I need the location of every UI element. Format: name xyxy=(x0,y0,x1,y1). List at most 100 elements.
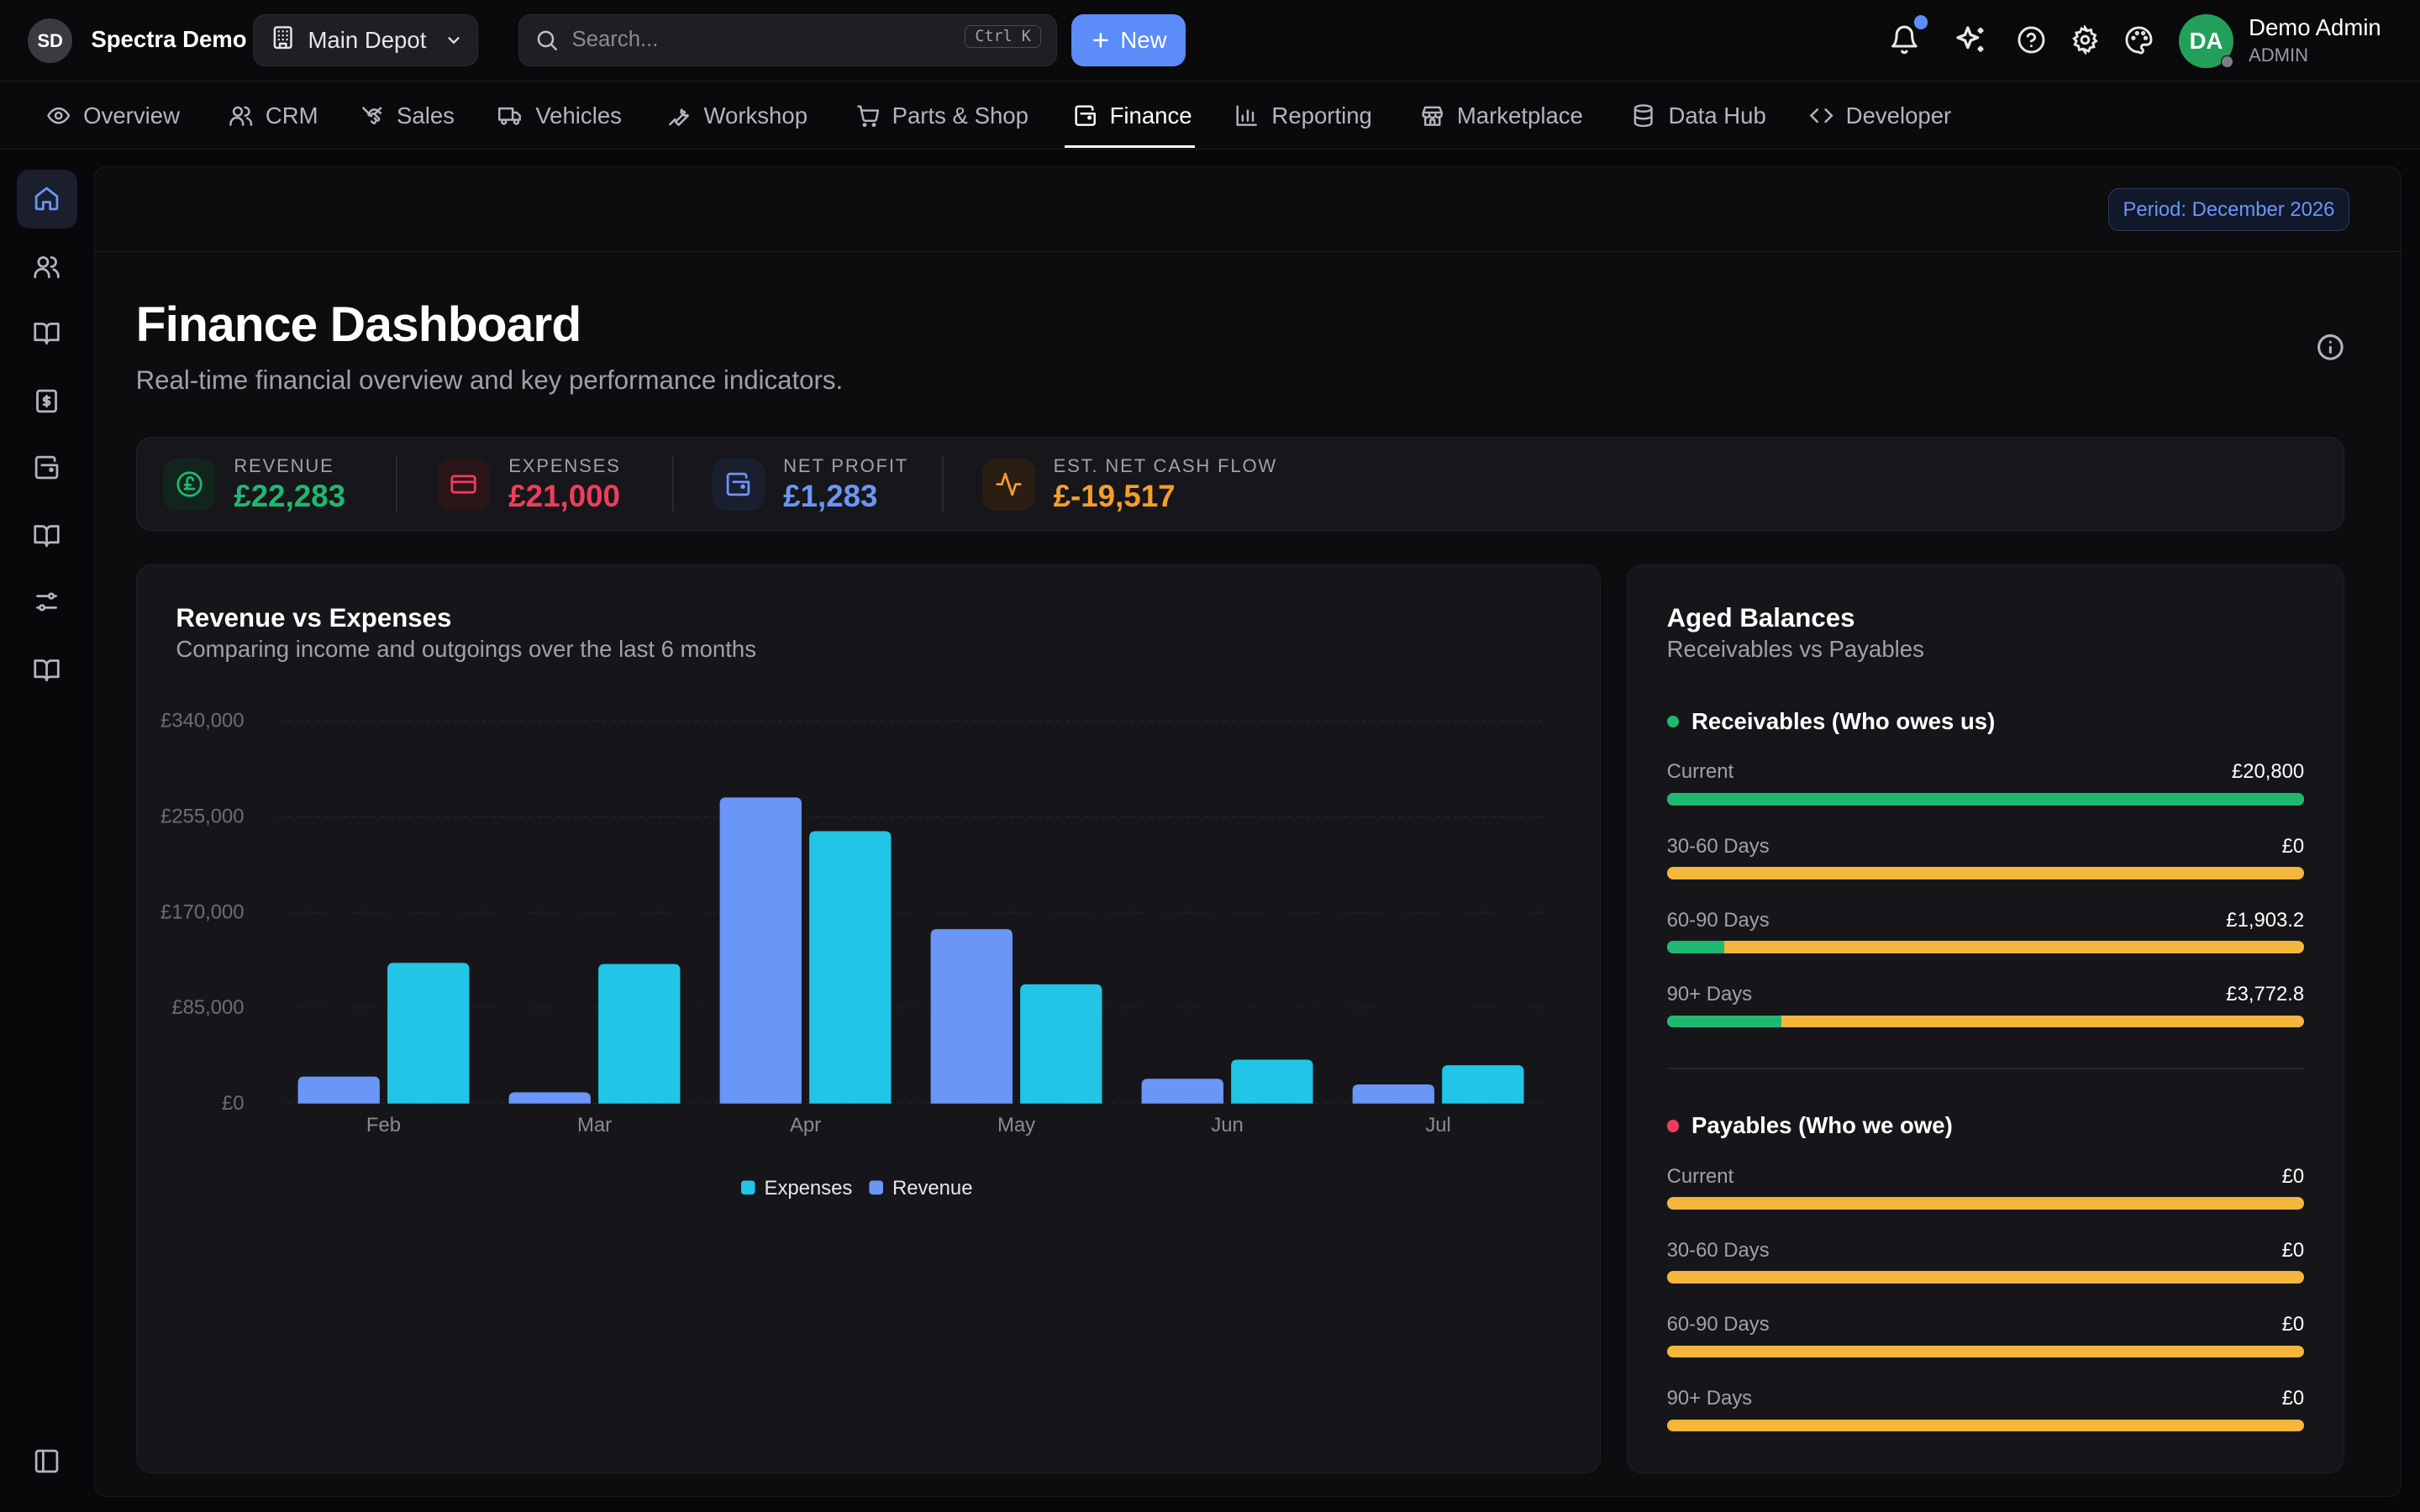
nav-label: Sales xyxy=(397,102,455,129)
aged-progress-bar xyxy=(1666,793,2305,806)
bar-revenue-feb xyxy=(297,1076,380,1104)
nav-label: Workshop xyxy=(703,102,808,129)
sidebar-item-invoices[interactable] xyxy=(17,372,77,431)
top-bar: SD Spectra Demo Main Depot Ctrl K New xyxy=(0,0,2420,82)
card-title: Revenue vs Expenses xyxy=(176,603,452,633)
book-open-icon xyxy=(33,522,60,549)
sidebar-item-docs[interactable] xyxy=(17,640,77,699)
nav-label: Marketplace xyxy=(1456,102,1583,129)
sidebar-item-wallet[interactable] xyxy=(17,438,77,497)
nav-label: Developer xyxy=(1845,102,1952,129)
nav-label: Reporting xyxy=(1271,102,1372,129)
y-tick-label: £170,000 xyxy=(160,900,245,923)
sparkles-icon[interactable] xyxy=(1952,22,1989,59)
bar-revenue-mar xyxy=(508,1091,591,1104)
bell-icon[interactable] xyxy=(1886,22,1923,59)
main-header xyxy=(95,167,2402,253)
payables-heading: Payables (Who we owe) xyxy=(1666,1112,1953,1139)
kpi-value: £-19,517 xyxy=(1053,478,1176,513)
receivables-heading: Receivables (Who owes us) xyxy=(1666,708,1996,735)
sidebar-item-settings[interactable] xyxy=(17,572,77,631)
sidebar-item-ledger[interactable] xyxy=(17,304,77,363)
aged-row-label: 60-90 Days xyxy=(1666,1313,1770,1336)
nav-marketplace[interactable]: Marketplace xyxy=(1420,81,1583,150)
kpi-cash-flow: EST. NET CASH FLOW £-19,517 xyxy=(982,438,1277,532)
section-title: Payables (Who we owe) xyxy=(1691,1112,1953,1139)
y-tick-label: £255,000 xyxy=(160,805,245,827)
nav-developer[interactable]: Developer xyxy=(1809,81,1952,150)
truck-icon xyxy=(498,103,523,128)
nav-parts-shop[interactable]: Parts & Shop xyxy=(855,81,1028,150)
bar-expenses-mar xyxy=(597,963,681,1104)
kpi-value: £21,000 xyxy=(508,478,620,513)
nav-crm[interactable]: CRM xyxy=(229,81,318,150)
bar-expenses-jul xyxy=(1441,1064,1524,1104)
nav-overview[interactable]: Overview xyxy=(46,81,180,150)
bar-expenses-feb xyxy=(387,962,470,1104)
period-badge[interactable]: Period: December 2026 xyxy=(2107,188,2349,232)
aged-progress-bar xyxy=(1666,1419,2305,1432)
panel-left-icon xyxy=(33,1447,60,1475)
section-title: Receivables (Who owes us) xyxy=(1691,708,1996,735)
x-tick-label: Feb xyxy=(366,1113,401,1136)
nav-sales[interactable]: Sales xyxy=(360,81,455,150)
nav-workshop[interactable]: Workshop xyxy=(666,81,808,150)
search-shortcut: Ctrl K xyxy=(965,25,1041,49)
sidebar-item-contacts[interactable] xyxy=(17,238,77,297)
nav-label: Finance xyxy=(1109,102,1192,129)
aged-row-label: 30-60 Days xyxy=(1666,1238,1770,1262)
sidebar-item-journal[interactable] xyxy=(17,506,77,564)
nav-reporting[interactable]: Reporting xyxy=(1234,81,1372,150)
nav-vehicles[interactable]: Vehicles xyxy=(498,81,622,150)
kpi-divider xyxy=(396,455,398,512)
user-name[interactable]: Demo Admin xyxy=(2249,13,2381,40)
brand-name[interactable]: Spectra Demo xyxy=(91,26,247,53)
x-tick-label: Jun xyxy=(1211,1113,1243,1136)
brand-badge[interactable]: SD xyxy=(28,18,73,64)
legend-swatch xyxy=(740,1180,755,1194)
gear-icon[interactable] xyxy=(2066,22,2103,59)
aged-row-label: 60-90 Days xyxy=(1666,908,1770,932)
kpi-label: EXPENSES xyxy=(508,454,621,476)
kpi-value: £22,283 xyxy=(234,478,346,513)
depot-selector[interactable]: Main Depot xyxy=(253,13,479,66)
wallet-icon xyxy=(712,458,765,512)
wallet-icon xyxy=(1073,103,1097,128)
plus-icon xyxy=(1090,29,1112,51)
aged-progress-bar xyxy=(1666,1197,2305,1210)
nav-label: Vehicles xyxy=(535,102,622,129)
aged-progress-fill xyxy=(1666,941,1724,954)
card-title: Aged Balances xyxy=(1666,603,1855,633)
info-icon[interactable] xyxy=(2315,332,2346,363)
new-button[interactable]: New xyxy=(1071,13,1186,66)
kpi-revenue: REVENUE £22,283 xyxy=(162,438,346,532)
kpi-label: NET PROFIT xyxy=(783,454,909,476)
kpi-label: EST. NET CASH FLOW xyxy=(1053,454,1278,476)
help-icon[interactable] xyxy=(2012,22,2049,59)
sidebar-toggle[interactable] xyxy=(17,1431,77,1490)
nav-data-hub[interactable]: Data Hub xyxy=(1631,81,1766,150)
nav-label: Parts & Shop xyxy=(892,102,1028,129)
red-dot xyxy=(1666,1119,1680,1132)
y-tick-label: £0 xyxy=(222,1092,245,1115)
palette-icon[interactable] xyxy=(2121,22,2158,59)
cart-icon xyxy=(855,103,880,128)
avatar[interactable]: DA xyxy=(2179,13,2233,68)
store-icon xyxy=(1420,103,1444,128)
database-icon xyxy=(1631,103,1655,128)
search-input[interactable] xyxy=(571,28,943,53)
aged-row-label: Current xyxy=(1666,1164,1734,1188)
depot-label: Main Depot xyxy=(308,26,427,53)
aged-progress-bar xyxy=(1666,1345,2305,1358)
dollar-receipt-icon xyxy=(33,387,60,415)
nav-finance[interactable]: Finance xyxy=(1073,81,1192,150)
status-dot xyxy=(2221,55,2233,68)
revenue-expenses-chart: £0 £85,000 £170,000 £255,000 £340,000 Feb Mar… xyxy=(160,709,1544,1200)
activity-icon xyxy=(982,458,1035,512)
page-subtitle: Real-time financial overview and key per… xyxy=(135,365,844,396)
sidebar-item-home[interactable] xyxy=(17,170,77,228)
aged-progress-bar xyxy=(1666,1015,2305,1028)
kpi-net-profit: NET PROFIT £1,283 xyxy=(712,438,909,532)
search-box[interactable]: Ctrl K xyxy=(518,13,1058,66)
bar-revenue-jul xyxy=(1352,1084,1434,1104)
